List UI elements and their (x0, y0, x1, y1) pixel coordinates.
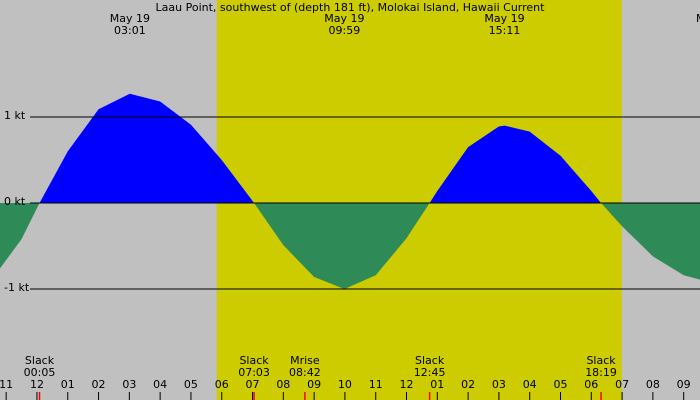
x-tick-label: 07 (615, 378, 629, 391)
x-tick-label: 04 (153, 378, 167, 391)
x-tick-label: 06 (584, 378, 598, 391)
ebb-area (0, 203, 700, 290)
chart-title: Laau Point, southwest of (depth 181 ft),… (156, 1, 546, 14)
event-label: Slack (586, 354, 616, 367)
x-tick-label: 05 (184, 378, 198, 391)
event-label: Slack (415, 354, 445, 367)
y-tick-label: -1 kt (4, 281, 30, 294)
event-label: Mrise (290, 354, 320, 367)
extreme-date: May 19 (484, 12, 524, 25)
x-tick-label: 08 (276, 378, 290, 391)
x-tick-label: 01 (61, 378, 75, 391)
x-tick-label: 07 (246, 378, 260, 391)
event-label: Slack (25, 354, 55, 367)
x-tick-label: 05 (553, 378, 567, 391)
flood-area (39, 93, 602, 204)
extreme-time: 03:01 (114, 24, 146, 37)
x-tick-label: 08 (646, 378, 660, 391)
event-label: Slack (239, 354, 269, 367)
event-time: 00:05 (24, 366, 56, 379)
event-time: 18:19 (585, 366, 617, 379)
x-tick-label: 11 (0, 378, 13, 391)
x-tick-label: 12 (400, 378, 414, 391)
event-time: 08:42 (289, 366, 321, 379)
event-time: 07:03 (238, 366, 270, 379)
extreme-date: May 19 (110, 12, 150, 25)
extreme-time: 15:11 (489, 24, 521, 37)
y-tick-label: 1 kt (4, 109, 26, 122)
x-tick-label: 01 (430, 378, 444, 391)
x-tick-label: 03 (492, 378, 506, 391)
extreme-date: May 19 (324, 12, 364, 25)
x-tick-label: 11 (369, 378, 383, 391)
extreme-date: M (696, 12, 700, 25)
x-tick-label: 09 (307, 378, 321, 391)
x-tick-label: 12 (30, 378, 44, 391)
extreme-time: 09:59 (329, 24, 361, 37)
x-tick-label: 09 (677, 378, 691, 391)
x-tick-label: 04 (523, 378, 537, 391)
y-tick-label: 0 kt (4, 195, 26, 208)
x-tick-label: 03 (122, 378, 136, 391)
x-tick-label: 10 (338, 378, 352, 391)
x-tick-label: 02 (461, 378, 475, 391)
event-time: 12:45 (414, 366, 446, 379)
x-tick-label: 02 (92, 378, 106, 391)
x-tick-label: 06 (215, 378, 229, 391)
